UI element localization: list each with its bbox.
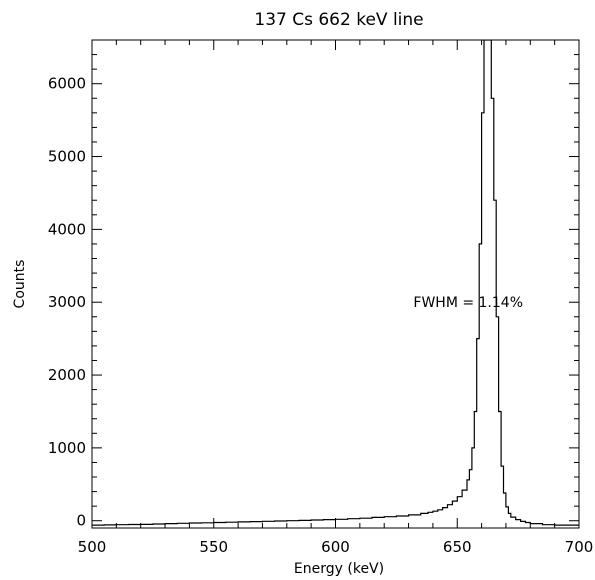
x-tick-label: 550 [199, 538, 228, 556]
spectrum-histogram [92, 40, 579, 526]
x-axis-label: Energy (keV) [294, 561, 384, 577]
y-tick-label: 2000 [48, 366, 86, 384]
x-tick-label: 700 [565, 538, 594, 556]
x-tick-label: 500 [78, 538, 107, 556]
x-tick-label: 650 [443, 538, 472, 556]
y-axis-label: Counts [12, 260, 28, 309]
tick-marks [91, 39, 580, 528]
y-tick-label: 1000 [48, 439, 86, 457]
plot-frame [91, 39, 580, 529]
fwhm-annotation: FWHM = 1.14% [413, 295, 523, 311]
chart-title: 137 Cs 662 keV line [254, 10, 423, 30]
y-tick-labels: 0 1000 2000 3000 4000 5000 6000 [48, 75, 86, 530]
y-tick-label: 6000 [48, 75, 86, 93]
x-tick-labels: 500 550 600 650 700 [78, 538, 594, 556]
y-tick-label: 0 [76, 512, 86, 530]
x-tick-label: 600 [321, 538, 350, 556]
y-tick-label: 5000 [48, 148, 86, 166]
y-tick-label: 4000 [48, 220, 86, 238]
y-tick-label: 3000 [48, 293, 86, 311]
